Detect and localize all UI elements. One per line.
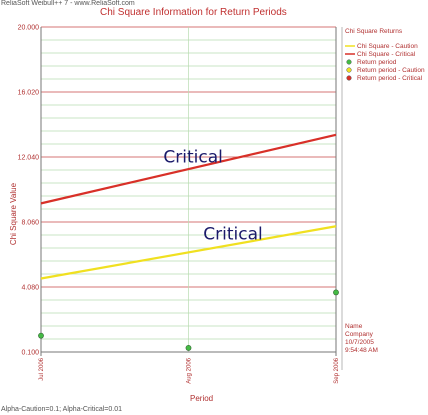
info-time: 9:54:48 AM (345, 347, 378, 354)
annotation-critical: Critical (163, 148, 222, 168)
series-lines (40, 133, 337, 280)
legend-entry: Return period - Caution (357, 67, 425, 74)
return-period-point (185, 345, 192, 351)
legend-title: Chi Square Returns (345, 28, 403, 35)
y-tick-label: 20.000 (18, 25, 40, 32)
x-tick-labels: Jul 2006 Aug 2006 Sep 2006 (39, 357, 340, 383)
y-tick-label: 12.040 (18, 155, 40, 162)
grid-lines (40, 26, 337, 353)
annotation-critical: Critical (203, 224, 262, 244)
y-tick-label: 0.100 (21, 350, 39, 357)
legend-entry: Return period - Critical (357, 75, 423, 82)
x-tick-label: Sep 2006 (334, 357, 340, 383)
return-period-point (38, 332, 44, 339)
y-tick-label: 4.080 (21, 285, 39, 292)
return-period-point (333, 289, 339, 296)
legend-point-swatch (346, 75, 352, 81)
info-block: Name Company 10/7/2005 9:54:48 AM (345, 323, 378, 354)
caution-line (40, 225, 337, 280)
legend-point-swatch (346, 59, 352, 65)
critical-line (40, 133, 337, 205)
y-tick-label: 8.060 (21, 220, 39, 227)
info-company: Company (345, 331, 374, 338)
source-label: ReliaSoft Weibull++ 7 - www.ReliaSoft.co… (1, 0, 135, 7)
y-tick-label: 16.020 (18, 90, 40, 97)
alpha-label: Alpha-Caution=0.1; Alpha-Critical=0.01 (1, 406, 123, 413)
y-tick-labels: 0.100 4.080 8.060 12.040 16.020 20.000 (18, 25, 40, 357)
x-tick-label: Jul 2006 (39, 357, 45, 380)
info-name: Name (345, 323, 363, 330)
x-tick-label: Aug 2006 (187, 357, 193, 383)
info-date: 10/7/2005 (345, 339, 374, 346)
return-points (38, 289, 339, 351)
legend-entry: Return period (357, 59, 397, 66)
y-axis-title: Chi Square Value (9, 182, 18, 245)
x-axis-title: Period (190, 394, 213, 403)
annotations: Critical Critical (163, 148, 262, 245)
legend-entry: Chi Square - Critical (357, 51, 416, 58)
axes (40, 27, 343, 370)
legend: Chi Square Returns Chi Square - CautionC… (345, 28, 425, 82)
legend-entry: Chi Square - Caution (357, 43, 418, 50)
legend-point-swatch (346, 67, 352, 73)
chart-title: Chi Square Information for Return Period… (100, 7, 287, 18)
